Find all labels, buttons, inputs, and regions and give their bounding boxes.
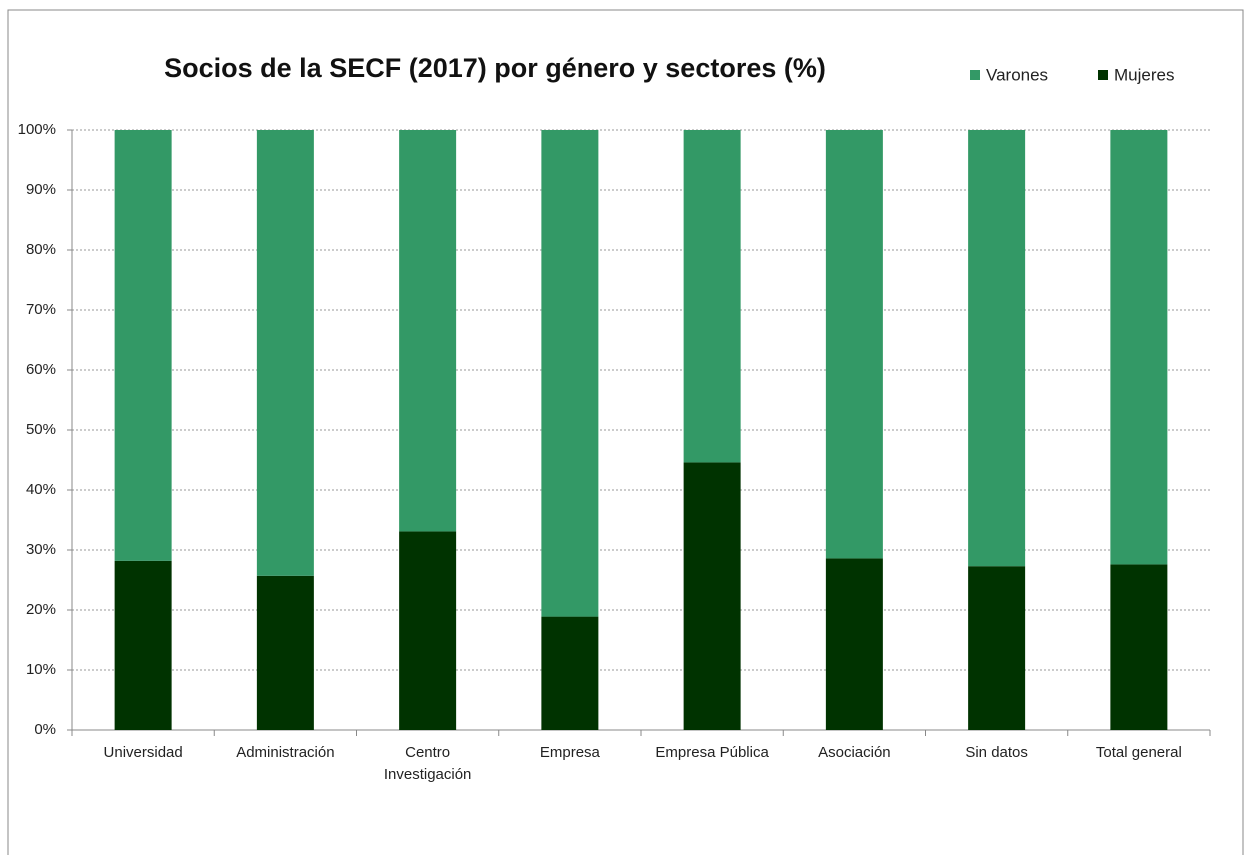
x-tick-label: Empresa Pública xyxy=(655,744,769,761)
bar-segment xyxy=(1110,130,1168,565)
bar-segment xyxy=(399,531,457,730)
y-tick-label: 0% xyxy=(34,721,56,738)
y-tick-label: 90% xyxy=(26,181,56,198)
bar-segment xyxy=(968,566,1026,730)
legend-swatch xyxy=(1098,70,1108,80)
chart-title: Socios de la SECF (2017) por género y se… xyxy=(164,53,826,83)
y-tick-label: 20% xyxy=(26,601,56,618)
x-tick-label: Asociación xyxy=(818,744,891,761)
x-tick-label: Empresa xyxy=(539,744,600,761)
x-tick-label: Centro Investigación xyxy=(383,744,472,783)
bar-segment xyxy=(825,558,883,730)
bar-segment xyxy=(1110,564,1168,730)
y-tick-label: 50% xyxy=(26,421,56,438)
bar-segment xyxy=(968,130,1026,567)
x-tick-label: Administración xyxy=(236,744,335,761)
y-tick-label: 100% xyxy=(18,121,56,138)
bar-segment xyxy=(683,130,741,463)
x-tick-label: Sin datos xyxy=(965,744,1028,761)
y-tick-label: 60% xyxy=(26,361,56,378)
bar-segment xyxy=(541,130,599,617)
legend-label: Varones xyxy=(986,65,1048,84)
y-tick-label: 10% xyxy=(26,661,56,678)
bar-segment xyxy=(114,560,172,730)
bar-segment xyxy=(256,575,314,730)
bar-segment xyxy=(541,616,599,730)
bar-segment xyxy=(256,130,314,576)
bar-segment xyxy=(683,462,741,730)
chart-border xyxy=(7,9,1244,855)
y-tick-label: 30% xyxy=(26,541,56,558)
y-tick-label: 80% xyxy=(26,241,56,258)
bar-segment xyxy=(114,130,172,561)
legend-swatch xyxy=(970,70,980,80)
x-tick-label: Total general xyxy=(1095,744,1182,761)
bar-segment xyxy=(399,130,457,532)
x-tick-label: Universidad xyxy=(103,744,183,761)
y-tick-label: 70% xyxy=(26,301,56,318)
y-tick-label: 40% xyxy=(26,481,56,498)
legend-label: Mujeres xyxy=(1114,65,1174,84)
bar-segment xyxy=(825,130,883,559)
